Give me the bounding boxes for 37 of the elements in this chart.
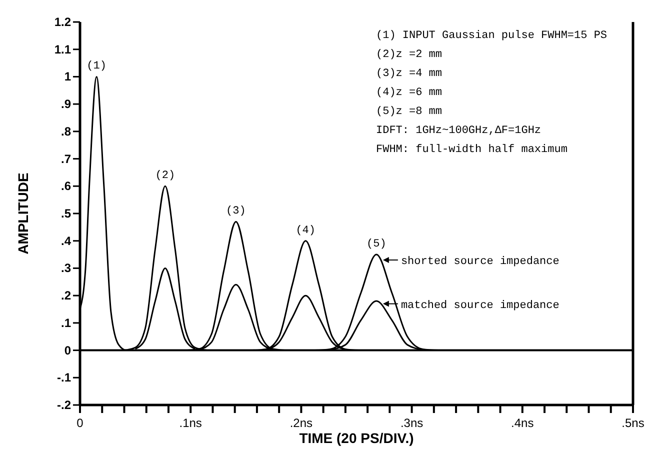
annotation: IDFT: 1GHz~100GHz,ΔF=1GHz (376, 125, 542, 137)
x-tick-label: .3ns (400, 416, 424, 430)
y-tick-label: .8 (60, 124, 72, 138)
x-axis-title: TIME (20 PS/DIV.) (299, 430, 414, 446)
y-tick-label: .1 (60, 316, 72, 330)
annotation: (1) (86, 60, 106, 73)
x-tick-label: .4ns (511, 416, 534, 430)
x-tick-label: .1ns (179, 416, 202, 430)
annotation: (5)z =8 mm (376, 106, 442, 118)
x-tick-label: 0 (76, 416, 84, 430)
y-tick-label: 1.1 (54, 42, 72, 56)
annotation: (4) (296, 224, 316, 237)
y-tick-label: .6 (60, 179, 72, 194)
y-tick-label: .9 (60, 97, 72, 112)
y-tick-label: .2 (60, 288, 72, 303)
annotation: (3) (226, 206, 246, 218)
annotation: (3)z =4 mm (376, 68, 442, 80)
annotation: (2) (155, 170, 176, 182)
y-tick-label: .7 (60, 152, 72, 166)
x-tick-label: .2ns (290, 416, 313, 430)
y-tick-label: 1.2 (54, 15, 72, 29)
y-tick-label: -.2 (56, 398, 72, 412)
annotation: shorted source impedance (400, 256, 560, 268)
y-tick-label: 1 (64, 70, 72, 84)
annotation: (1) INPUT Gaussian pulse FWHM=15 PS (376, 30, 608, 42)
y-tick-label: .3 (60, 261, 72, 276)
y-tick-label: .4 (60, 234, 72, 248)
y-tick-label: -.1 (56, 370, 72, 385)
annotation: FWHM: full-width half maximum (376, 144, 568, 156)
annotation: (4)z =6 mm (376, 87, 442, 99)
y-tick-label: .5 (60, 206, 72, 220)
annotation: (5) (366, 238, 386, 251)
annotation: (2)z =2 mm (376, 49, 442, 61)
y-tick-label: 0 (64, 343, 72, 358)
annotation: matched source impedance (400, 300, 560, 312)
x-tick-label: .5ns (622, 416, 644, 430)
y-axis-title: AMPLITUDE (15, 172, 31, 254)
